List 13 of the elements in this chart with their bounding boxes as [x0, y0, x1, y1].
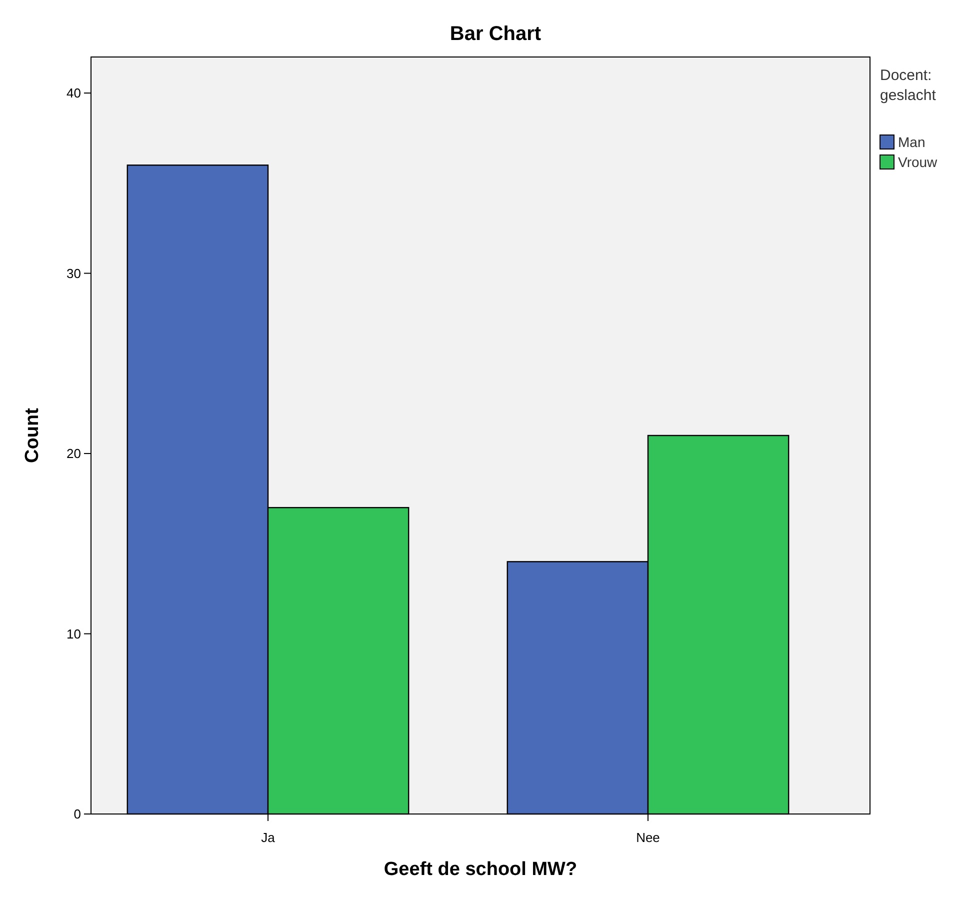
chart-title: Bar Chart — [450, 23, 542, 45]
y-axis-title: Count — [22, 407, 43, 463]
y-tick-label: 0 — [74, 806, 81, 822]
y-tick-label: 30 — [66, 266, 81, 281]
legend-label: Vrouw — [898, 154, 938, 170]
legend-label: Man — [898, 134, 926, 150]
y-tick-label: 10 — [66, 626, 81, 642]
legend-title: Docent: geslacht — [880, 67, 937, 104]
x-tick-label: Nee — [636, 830, 660, 845]
x-axis-title: Geeft de school MW? — [384, 859, 578, 880]
y-tick-label: 40 — [66, 86, 81, 101]
y-tick-label: 20 — [66, 446, 81, 462]
x-tick-label: Ja — [261, 830, 276, 845]
